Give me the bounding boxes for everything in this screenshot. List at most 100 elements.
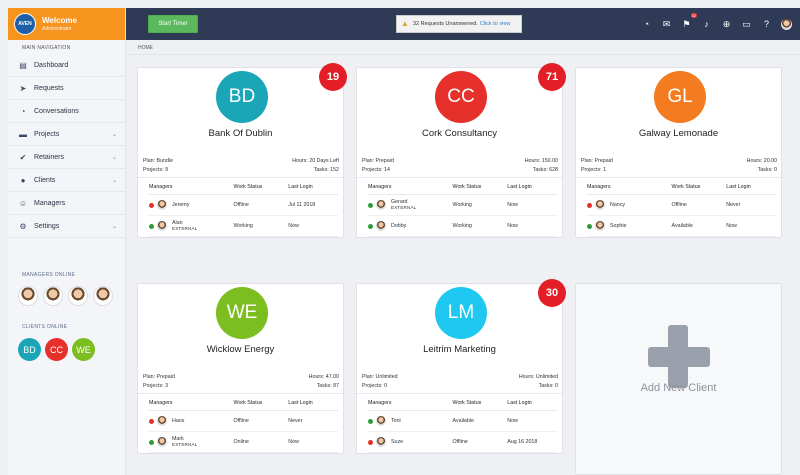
avatar[interactable]: [18, 286, 38, 306]
work-status: Offline: [233, 202, 249, 208]
chevron-down-icon: ⌄: [111, 154, 117, 161]
client-name[interactable]: Wicklow Energy: [206, 344, 275, 355]
table-row[interactable]: Jeremy Offline Jul 11 2018: [149, 195, 338, 216]
client-name[interactable]: Cork Consultancy: [422, 128, 497, 139]
work-status: Offline: [671, 202, 687, 208]
table-row[interactable]: Sophie Available Now: [587, 216, 776, 237]
breadcrumb[interactable]: HOME: [138, 45, 153, 51]
last-login: Now: [288, 223, 299, 229]
projects-text: Projects: 9: [143, 167, 169, 173]
divider: [126, 54, 800, 55]
work-status: Offline: [233, 418, 249, 424]
client-online-avatar[interactable]: BD: [18, 338, 41, 361]
work-status: Available: [671, 223, 693, 229]
add-client-card[interactable]: Add New Client: [575, 283, 782, 475]
table-row[interactable]: Mark EXTERNAL Online Now: [149, 432, 338, 453]
sidebar: AVEN Welcome Administrator MAIN NAVIGATI…: [8, 8, 126, 475]
managers-table: Managers Work Status Last Login Toni Ava…: [357, 393, 562, 453]
sidebar-item-conversations[interactable]: ◔ Conversations: [8, 100, 125, 123]
help-circle-icon[interactable]: ?: [763, 19, 769, 29]
external-label: EXTERNAL: [172, 442, 198, 447]
avatar: [157, 416, 167, 426]
brand-text: Welcome Administrator: [42, 16, 77, 33]
mail-icon[interactable]: ✉: [662, 18, 671, 29]
manager-cell: Alan EXTERNAL: [149, 220, 234, 232]
client-card[interactable]: CC 71 Cork Consultancy Plan: Prepaid Hour…: [356, 63, 566, 238]
manager-cell: Nancy: [587, 200, 672, 210]
manager-cell: Gerard EXTERNAL: [368, 199, 453, 211]
unanswered-badge[interactable]: 71: [538, 63, 566, 91]
table-row[interactable]: Dobby Working Now: [368, 216, 557, 237]
manager-cell: Dobby: [368, 221, 453, 231]
avatar: [157, 437, 167, 447]
table-row[interactable]: Toni Available Now: [368, 411, 557, 432]
bell-icon[interactable]: ♪: [704, 19, 709, 29]
client-avatar[interactable]: BD: [216, 71, 268, 123]
sidebar-item-settings[interactable]: ⚙ Settings ⌄: [8, 215, 125, 238]
message-icon[interactable]: ▭: [742, 18, 751, 29]
client-avatar[interactable]: GL: [654, 71, 706, 123]
sidebar-item-projects[interactable]: ▬ Projects ⌄: [8, 123, 125, 146]
help-icon[interactable]: ⊕: [722, 18, 731, 29]
table-row[interactable]: Hans Offline Never: [149, 411, 338, 432]
sidebar-item-label: Retainers: [34, 153, 64, 161]
client-card[interactable]: BD 19 Bank Of Dublin Plan: Bundle Hours: …: [137, 63, 347, 238]
client-avatar[interactable]: WE: [216, 287, 268, 339]
table-row[interactable]: Gerard EXTERNAL Working Now: [368, 195, 557, 216]
sidebar-item-requests[interactable]: ➤ Requests: [8, 77, 125, 100]
table-row[interactable]: Alan EXTERNAL Working Now: [149, 216, 338, 237]
warning-icon: ▲: [401, 19, 409, 28]
sidebar-item-dashboard[interactable]: ▤ Dashboard: [8, 54, 125, 77]
top-icons: ◔ ✉ ⚑ 32 ♪ ⊕ ▭ ?: [641, 8, 800, 40]
client-card[interactable]: WE Wicklow Energy Plan: Prepaid Hours: 47…: [137, 283, 344, 454]
managers-table: Managers Work Status Last Login Nancy Of…: [576, 177, 781, 237]
flag-badge: 32: [690, 12, 697, 18]
client-avatar[interactable]: CC: [435, 71, 487, 123]
flag-icon[interactable]: ⚑ 32: [682, 12, 697, 29]
unanswered-badge[interactable]: 19: [319, 63, 347, 91]
chat-icon[interactable]: ◔: [643, 19, 650, 29]
manager-name: Toni: [391, 418, 401, 424]
client-card[interactable]: LM 30 Leitrim Marketing Plan: Unlimited H…: [356, 279, 566, 454]
manager-name: Dobby: [391, 223, 407, 229]
client-name[interactable]: Leitrim Marketing: [423, 344, 496, 355]
alert-link[interactable]: Click to view: [479, 21, 511, 27]
requests-alert[interactable]: ▲ 32 Requests Unanswered. Click to view: [396, 15, 522, 33]
brand-header[interactable]: AVEN Welcome Administrator: [8, 8, 125, 40]
sidebar-item-retainers[interactable]: ✔ Retainers ⌄: [8, 146, 125, 169]
brand-subtitle: Administrator: [42, 25, 72, 32]
avatar: [376, 200, 386, 210]
avatar: [595, 200, 605, 210]
managers-table: Managers Work Status Last Login Jeremy O…: [138, 177, 343, 237]
column-managers: Managers: [149, 400, 173, 406]
user-avatar[interactable]: [781, 18, 792, 30]
manager-name-wrap: Mark EXTERNAL: [172, 436, 197, 448]
sidebar-item-clients[interactable]: ● Clients ⌄: [8, 169, 125, 192]
table-header: Managers Work Status Last Login: [368, 400, 557, 411]
client-card-header: GL Galway Lemonade Plan: Prepaid Hours: 2…: [576, 68, 781, 176]
avatar[interactable]: [43, 286, 63, 306]
client-avatar[interactable]: LM: [435, 287, 487, 339]
table-row[interactable]: Nancy Offline Never: [587, 195, 776, 216]
client-name[interactable]: Galway Lemonade: [638, 128, 719, 139]
avatar: [376, 221, 386, 231]
manager-name-wrap: Suze: [391, 439, 403, 445]
external-label: EXTERNAL: [391, 205, 417, 210]
start-timer-button[interactable]: Start Timer: [148, 15, 198, 33]
sidebar-item-managers[interactable]: ☺ Managers: [8, 192, 125, 215]
tasks-text: Tasks: 628: [532, 167, 558, 173]
table-row[interactable]: Suze Offline Aug 16 2018: [368, 432, 557, 453]
manager-name: Mark: [172, 436, 184, 442]
client-name[interactable]: Bank Of Dublin: [208, 128, 273, 139]
avatar[interactable]: [93, 286, 113, 306]
nav-heading: MAIN NAVIGATION: [22, 45, 71, 51]
projects-text: Projects: 0: [362, 383, 388, 389]
client-online-avatar[interactable]: CC: [45, 338, 68, 361]
unanswered-badge[interactable]: 30: [538, 279, 566, 307]
client-card[interactable]: GL Galway Lemonade Plan: Prepaid Hours: 2…: [575, 67, 782, 238]
avatar[interactable]: [68, 286, 88, 306]
client-online-avatar[interactable]: WE: [72, 338, 95, 361]
column-managers: Managers: [587, 184, 611, 190]
work-status: Working: [452, 223, 472, 229]
sidebar-item-label: Requests: [34, 84, 64, 92]
